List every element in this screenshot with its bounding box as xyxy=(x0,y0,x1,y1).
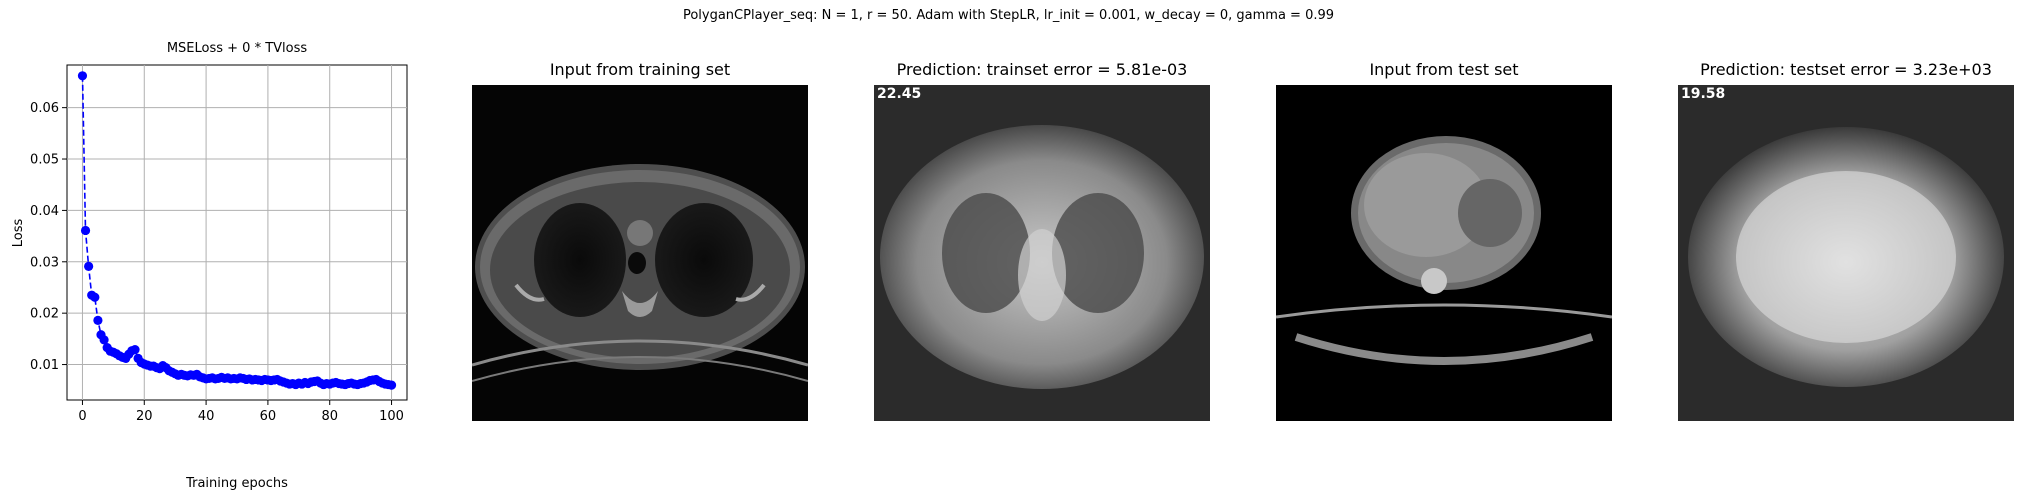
y-tick-label: 0.03 xyxy=(30,255,59,270)
loss-chart: MSELoss + 0 * TVloss 0 20 40 60 80 100 0.01 0.0… xyxy=(11,41,408,491)
panel-title-train-prediction: Prediction: trainset error = 5.81e-03 xyxy=(896,60,1188,79)
loss-data-point xyxy=(77,71,88,81)
series-layer xyxy=(77,71,397,390)
loss-data-point xyxy=(386,380,397,390)
tick-layer: 0 20 40 60 80 100 0.01 0.02 0.03 0.04 0.05 0.06 xyxy=(30,101,404,424)
y-tick-label: 0.01 xyxy=(30,358,59,373)
y-tick-label: 0.05 xyxy=(30,153,59,168)
x-tick-label: 80 xyxy=(321,409,338,424)
test-input-image xyxy=(1276,85,1612,421)
x-tick-label: 60 xyxy=(260,409,277,424)
train-prediction-image: 22.45 xyxy=(874,85,1210,421)
loss-data-point xyxy=(99,335,109,345)
train-input-image xyxy=(472,85,808,421)
figure-suptitle: PolyganCPlayer_seq: N = 1, r = 50. Adam … xyxy=(682,8,1335,23)
loss-data-point xyxy=(90,292,100,302)
x-tick-label: 100 xyxy=(379,409,404,424)
test-prediction-psnr: 19.58 xyxy=(1681,86,1726,102)
panel-title-train-input: Input from training set xyxy=(549,60,731,79)
train-prediction-psnr: 22.45 xyxy=(877,86,922,102)
grid-layer xyxy=(67,65,407,400)
panel-title-test-input: Input from test set xyxy=(1369,60,1519,79)
loss-data-point xyxy=(84,261,94,272)
loss-data-point xyxy=(93,315,103,325)
x-tick-label: 0 xyxy=(78,409,86,424)
y-tick-label: 0.06 xyxy=(30,101,59,116)
test-prediction-image: 19.58 xyxy=(1678,85,2014,421)
x-axis-label: Training epochs xyxy=(185,476,288,491)
y-axis-label: Loss xyxy=(11,219,26,248)
x-tick-label: 20 xyxy=(136,409,153,424)
plot-area xyxy=(66,64,408,401)
chart-title: MSELoss + 0 * TVloss xyxy=(167,41,308,56)
panel-title-test-prediction: Prediction: testset error = 3.23e+03 xyxy=(1700,60,1992,79)
loss-data-point xyxy=(80,225,91,236)
y-tick-label: 0.02 xyxy=(30,307,59,322)
loss-data-point xyxy=(130,345,140,355)
x-tick-label: 40 xyxy=(198,409,215,424)
y-tick-label: 0.04 xyxy=(30,204,59,219)
